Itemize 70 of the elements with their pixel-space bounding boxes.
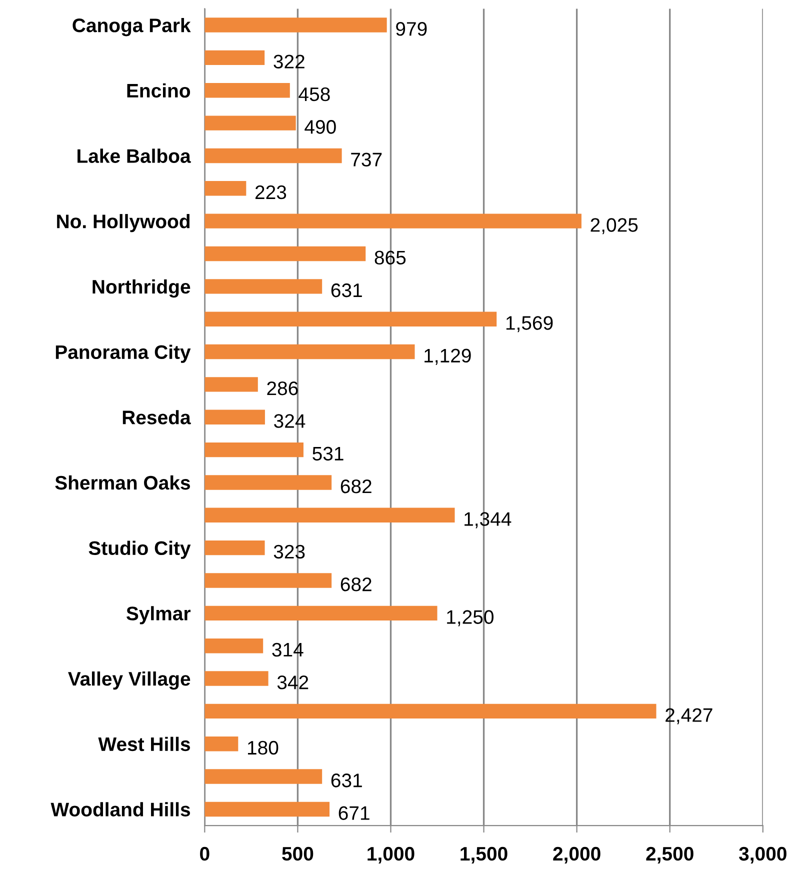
y-tick-label: Panorama City <box>56 344 191 363</box>
y-tick-label: Lake Balboa <box>78 148 191 163</box>
data-label: 979 <box>396 22 427 36</box>
data-label: 2,427 <box>666 708 712 724</box>
x-tick-label: 500 <box>282 846 314 861</box>
x-tick-label: 3,000 <box>739 846 786 864</box>
bar <box>204 704 656 719</box>
bar <box>204 410 265 424</box>
data-label: 671 <box>338 806 370 820</box>
data-label: 865 <box>374 250 406 265</box>
bar <box>204 50 265 66</box>
data-label: 531 <box>312 446 344 461</box>
bar <box>204 671 268 686</box>
bar <box>204 475 332 490</box>
data-label: 180 <box>248 740 278 755</box>
data-label: 682 <box>340 479 372 494</box>
bar <box>204 769 322 784</box>
data-label: 1,250 <box>447 610 494 626</box>
x-tick-label: 2,500 <box>646 846 694 864</box>
data-label: 324 <box>274 414 306 428</box>
data-label: 342 <box>277 676 308 690</box>
bar <box>204 377 258 392</box>
data-label: 631 <box>331 774 362 788</box>
y-tick-label: West Hills <box>98 736 190 752</box>
data-label: 458 <box>298 87 330 102</box>
y-tick-label: Canoga Park <box>72 18 191 36</box>
data-label: 286 <box>267 381 298 396</box>
x-tick-label: 1,500 <box>460 846 508 864</box>
data-label: 314 <box>272 642 304 657</box>
bar <box>204 312 497 326</box>
y-tick-label: Northridge <box>92 279 190 298</box>
y-tick-label: Sylmar <box>126 606 190 624</box>
y-tick-label: No. Hollywood <box>57 214 190 232</box>
bar <box>204 344 415 360</box>
x-tick-label: 2,000 <box>553 846 600 864</box>
data-label: 737 <box>351 152 382 166</box>
y-tick-label: Reseda <box>122 410 191 424</box>
data-label: 223 <box>255 185 286 200</box>
data-label: 490 <box>304 120 336 134</box>
bar <box>204 214 582 228</box>
bar <box>204 246 366 262</box>
bar <box>204 148 342 164</box>
bar <box>204 606 438 621</box>
bar <box>204 442 304 458</box>
bar <box>204 116 296 130</box>
x-tick-label: 1,000 <box>368 846 414 864</box>
bar <box>204 508 455 522</box>
y-tick-label: Valley Village <box>68 671 190 690</box>
bar <box>204 83 290 98</box>
bar <box>204 638 264 654</box>
data-label: 322 <box>274 54 304 68</box>
y-tick-label: Studio City <box>88 540 191 559</box>
y-tick-label: Woodland Hills <box>50 802 190 816</box>
bar <box>204 181 246 196</box>
bar <box>204 802 330 817</box>
data-label: 631 <box>331 283 362 298</box>
bar <box>204 18 387 32</box>
bar <box>204 573 332 588</box>
data-label: 2,025 <box>590 218 638 234</box>
bar <box>204 736 238 752</box>
data-label: 682 <box>340 578 372 592</box>
data-label: 1,569 <box>506 316 553 332</box>
x-tick-label: 0 <box>200 846 210 861</box>
bar <box>204 279 322 294</box>
data-label: 323 <box>274 544 305 559</box>
y-tick-label: Encino <box>127 83 190 98</box>
bar <box>204 540 265 556</box>
y-tick-label: Sherman Oaks <box>55 475 190 490</box>
data-label: 1,344 <box>464 512 512 528</box>
data-label: 1,129 <box>424 348 471 365</box>
